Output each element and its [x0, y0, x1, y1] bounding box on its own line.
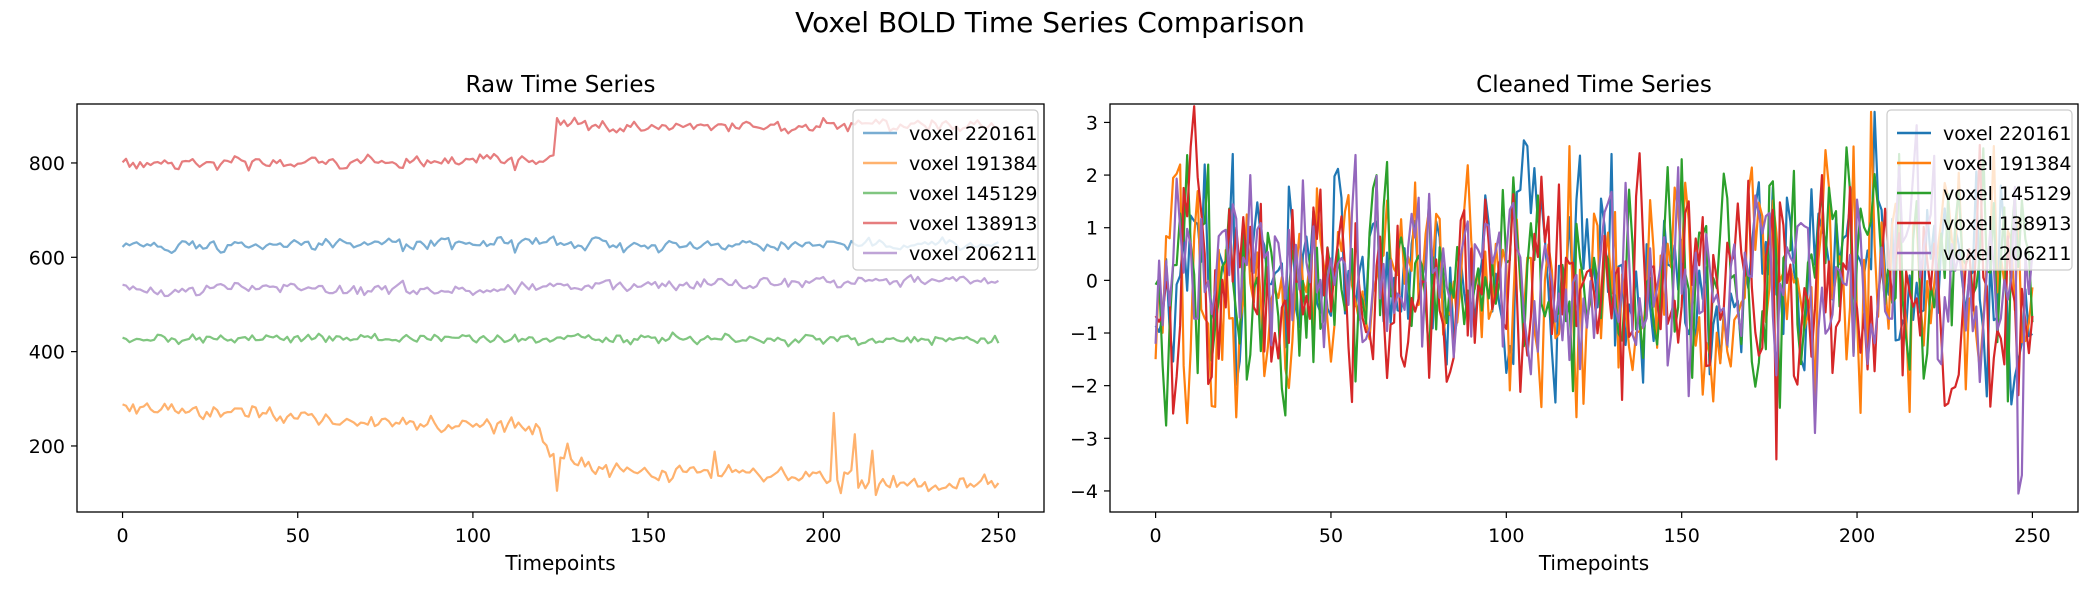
cleaned-series-line-voxel-138913: [1154, 105, 2034, 461]
cleaned-chart-title: Cleaned Time Series: [1476, 72, 1712, 98]
raw-y-tick-label: 800: [29, 153, 65, 175]
cleaned-x-tick-label: 200: [1839, 525, 1875, 547]
raw-legend-label: voxel 145129: [909, 183, 1037, 205]
cleaned-x-tick-label: 100: [1488, 525, 1524, 547]
cleaned-x-tick-label: 250: [2014, 525, 2050, 547]
raw-axes-frame: [76, 103, 1045, 513]
cleaned-legend-label: voxel 138913: [1943, 213, 2071, 235]
raw-y-tick-label: 200: [29, 436, 65, 458]
cleaned-y-tick-label: −3: [1070, 428, 1098, 450]
cleaned-legend-box: [1886, 109, 2073, 271]
raw-series-line-voxel-145129: [122, 331, 1000, 348]
cleaned-y-tick-label: 3: [1086, 112, 1098, 134]
cleaned-legend: voxel 220161 voxel 191384 voxel 145129 voxe…: [1886, 109, 2073, 271]
raw-chart-title: Raw Time Series: [465, 72, 655, 98]
cleaned-axes-frame: [1109, 103, 2079, 513]
cleaned-time-series-panel: Cleaned Time Series 0 50 100 150 200 250 −4 −3 −2…: [1070, 72, 2079, 575]
raw-legend-label: voxel 220161: [909, 123, 1037, 145]
cleaned-legend-label: voxel 206211: [1943, 243, 2071, 265]
cleaned-x-tick-label: 50: [1319, 525, 1343, 547]
raw-legend-label: voxel 206211: [909, 243, 1037, 265]
raw-series-line-voxel-191384: [122, 402, 1000, 497]
cleaned-series-line-voxel-206211: [1154, 124, 2034, 495]
cleaned-x-tick-label: 150: [1664, 525, 1700, 547]
cleaned-y-tick-label: 2: [1086, 165, 1098, 187]
raw-x-axis-label: Timepoints: [504, 551, 615, 575]
cleaned-y-tick-label: 0: [1086, 270, 1098, 292]
raw-x-tick-label: 250: [980, 525, 1016, 547]
cleaned-x-tick-label: 0: [1150, 525, 1162, 547]
cleaned-y-tick-label: −1: [1070, 323, 1098, 345]
cleaned-series-lines: [1154, 105, 2034, 495]
cleaned-y-tick-label: 1: [1086, 218, 1098, 240]
cleaned-y-tick-label: −4: [1070, 481, 1098, 503]
raw-y-tick-label: 400: [29, 342, 65, 364]
raw-x-tick-label: 50: [286, 525, 310, 547]
raw-series-line-voxel-206211: [122, 274, 999, 298]
raw-legend: voxel 220161 voxel 191384 voxel 145129 voxe…: [852, 109, 1039, 271]
figure-title: Voxel BOLD Time Series Comparison: [795, 6, 1305, 39]
raw-time-series-panel: Raw Time Series 0 50 100 150 200 250 200 400 600 8…: [29, 72, 1045, 575]
raw-legend-box: [852, 109, 1039, 271]
cleaned-legend-label: voxel 145129: [1943, 183, 2071, 205]
raw-legend-label: voxel 191384: [909, 153, 1037, 175]
raw-x-tick-label: 0: [117, 525, 129, 547]
raw-x-tick-label: 100: [455, 525, 491, 547]
cleaned-legend-label: voxel 191384: [1943, 153, 2071, 175]
cleaned-x-axis-label: Timepoints: [1538, 551, 1649, 575]
cleaned-y-tick-label: −2: [1070, 376, 1098, 398]
raw-x-tick-label: 200: [805, 525, 841, 547]
raw-y-tick-label: 600: [29, 247, 65, 269]
raw-legend-label: voxel 138913: [909, 213, 1037, 235]
raw-x-tick-label: 150: [630, 525, 666, 547]
cleaned-legend-label: voxel 220161: [1943, 123, 2071, 145]
